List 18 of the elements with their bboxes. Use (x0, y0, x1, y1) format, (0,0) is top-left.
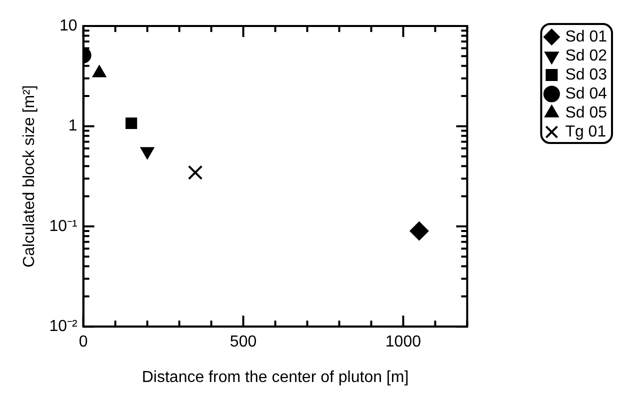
legend-label: Sd 04 (565, 85, 608, 102)
y-tick-label: 1 (68, 118, 78, 135)
point (188, 165, 203, 180)
y-tick-label: 10⁻² (49, 318, 78, 336)
x-axis-title: Distance from the center of pluton [m] (142, 368, 409, 386)
legend-label: Sd 01 (565, 28, 608, 46)
y-tick-label: 10⁻¹ (49, 218, 78, 235)
x-tick-label: 500 (230, 334, 257, 351)
x-tick-label: 1000 (385, 334, 422, 351)
legend-label: Sd 05 (565, 104, 608, 122)
y-axis-title: Calculated block size [m²] (21, 85, 38, 268)
x-tick-label: 0 (78, 334, 88, 351)
point (410, 221, 429, 240)
legend-label: Tg 01 (565, 123, 606, 140)
legend-label: Sd 02 (565, 47, 608, 64)
y-tick-label: 10 (60, 17, 78, 34)
legend-label: Sd 03 (565, 66, 608, 84)
point (126, 117, 138, 130)
